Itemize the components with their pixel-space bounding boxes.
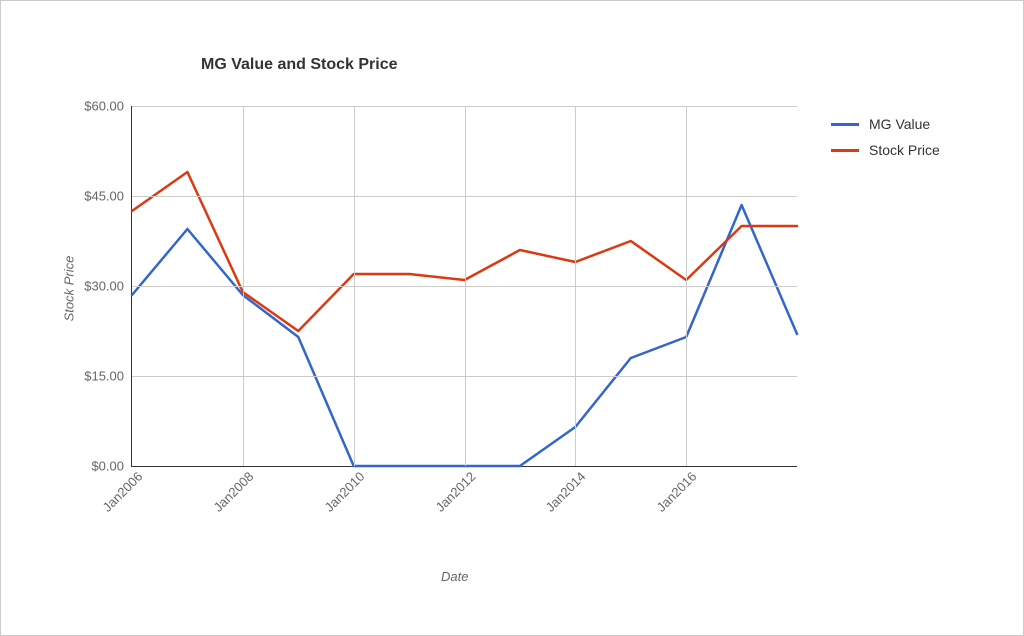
chart-title: MG Value and Stock Price bbox=[201, 56, 398, 74]
line-chart: MG Value and Stock Price $0.00$15.00$30.… bbox=[0, 0, 1024, 636]
legend: MG Value Stock Price bbox=[831, 116, 940, 168]
y-tick-label: $45.00 bbox=[84, 189, 132, 204]
x-tick-label: Jan2014 bbox=[540, 466, 589, 515]
x-gridline bbox=[575, 106, 576, 466]
x-gridline bbox=[465, 106, 466, 466]
x-tick-label: Jan2012 bbox=[429, 466, 478, 515]
legend-item: MG Value bbox=[831, 116, 940, 132]
y-tick-label: $15.00 bbox=[84, 369, 132, 384]
x-tick-label: Jan2008 bbox=[208, 466, 257, 515]
x-tick-label: Jan2016 bbox=[651, 466, 700, 515]
x-gridline bbox=[243, 106, 244, 466]
legend-item: Stock Price bbox=[831, 142, 940, 158]
y-tick-label: $60.00 bbox=[84, 99, 132, 114]
legend-label: Stock Price bbox=[869, 142, 940, 158]
y-tick-label: $30.00 bbox=[84, 279, 132, 294]
legend-label: MG Value bbox=[869, 116, 930, 132]
y-axis-label: Stock Price bbox=[61, 256, 76, 322]
x-axis-label: Date bbox=[441, 569, 468, 584]
x-gridline bbox=[686, 106, 687, 466]
x-gridline bbox=[354, 106, 355, 466]
plot-area: $0.00$15.00$30.00$45.00$60.00Jan2006Jan2… bbox=[131, 106, 797, 467]
x-tick-label: Jan2010 bbox=[318, 466, 367, 515]
legend-swatch bbox=[831, 149, 859, 152]
legend-swatch bbox=[831, 123, 859, 126]
